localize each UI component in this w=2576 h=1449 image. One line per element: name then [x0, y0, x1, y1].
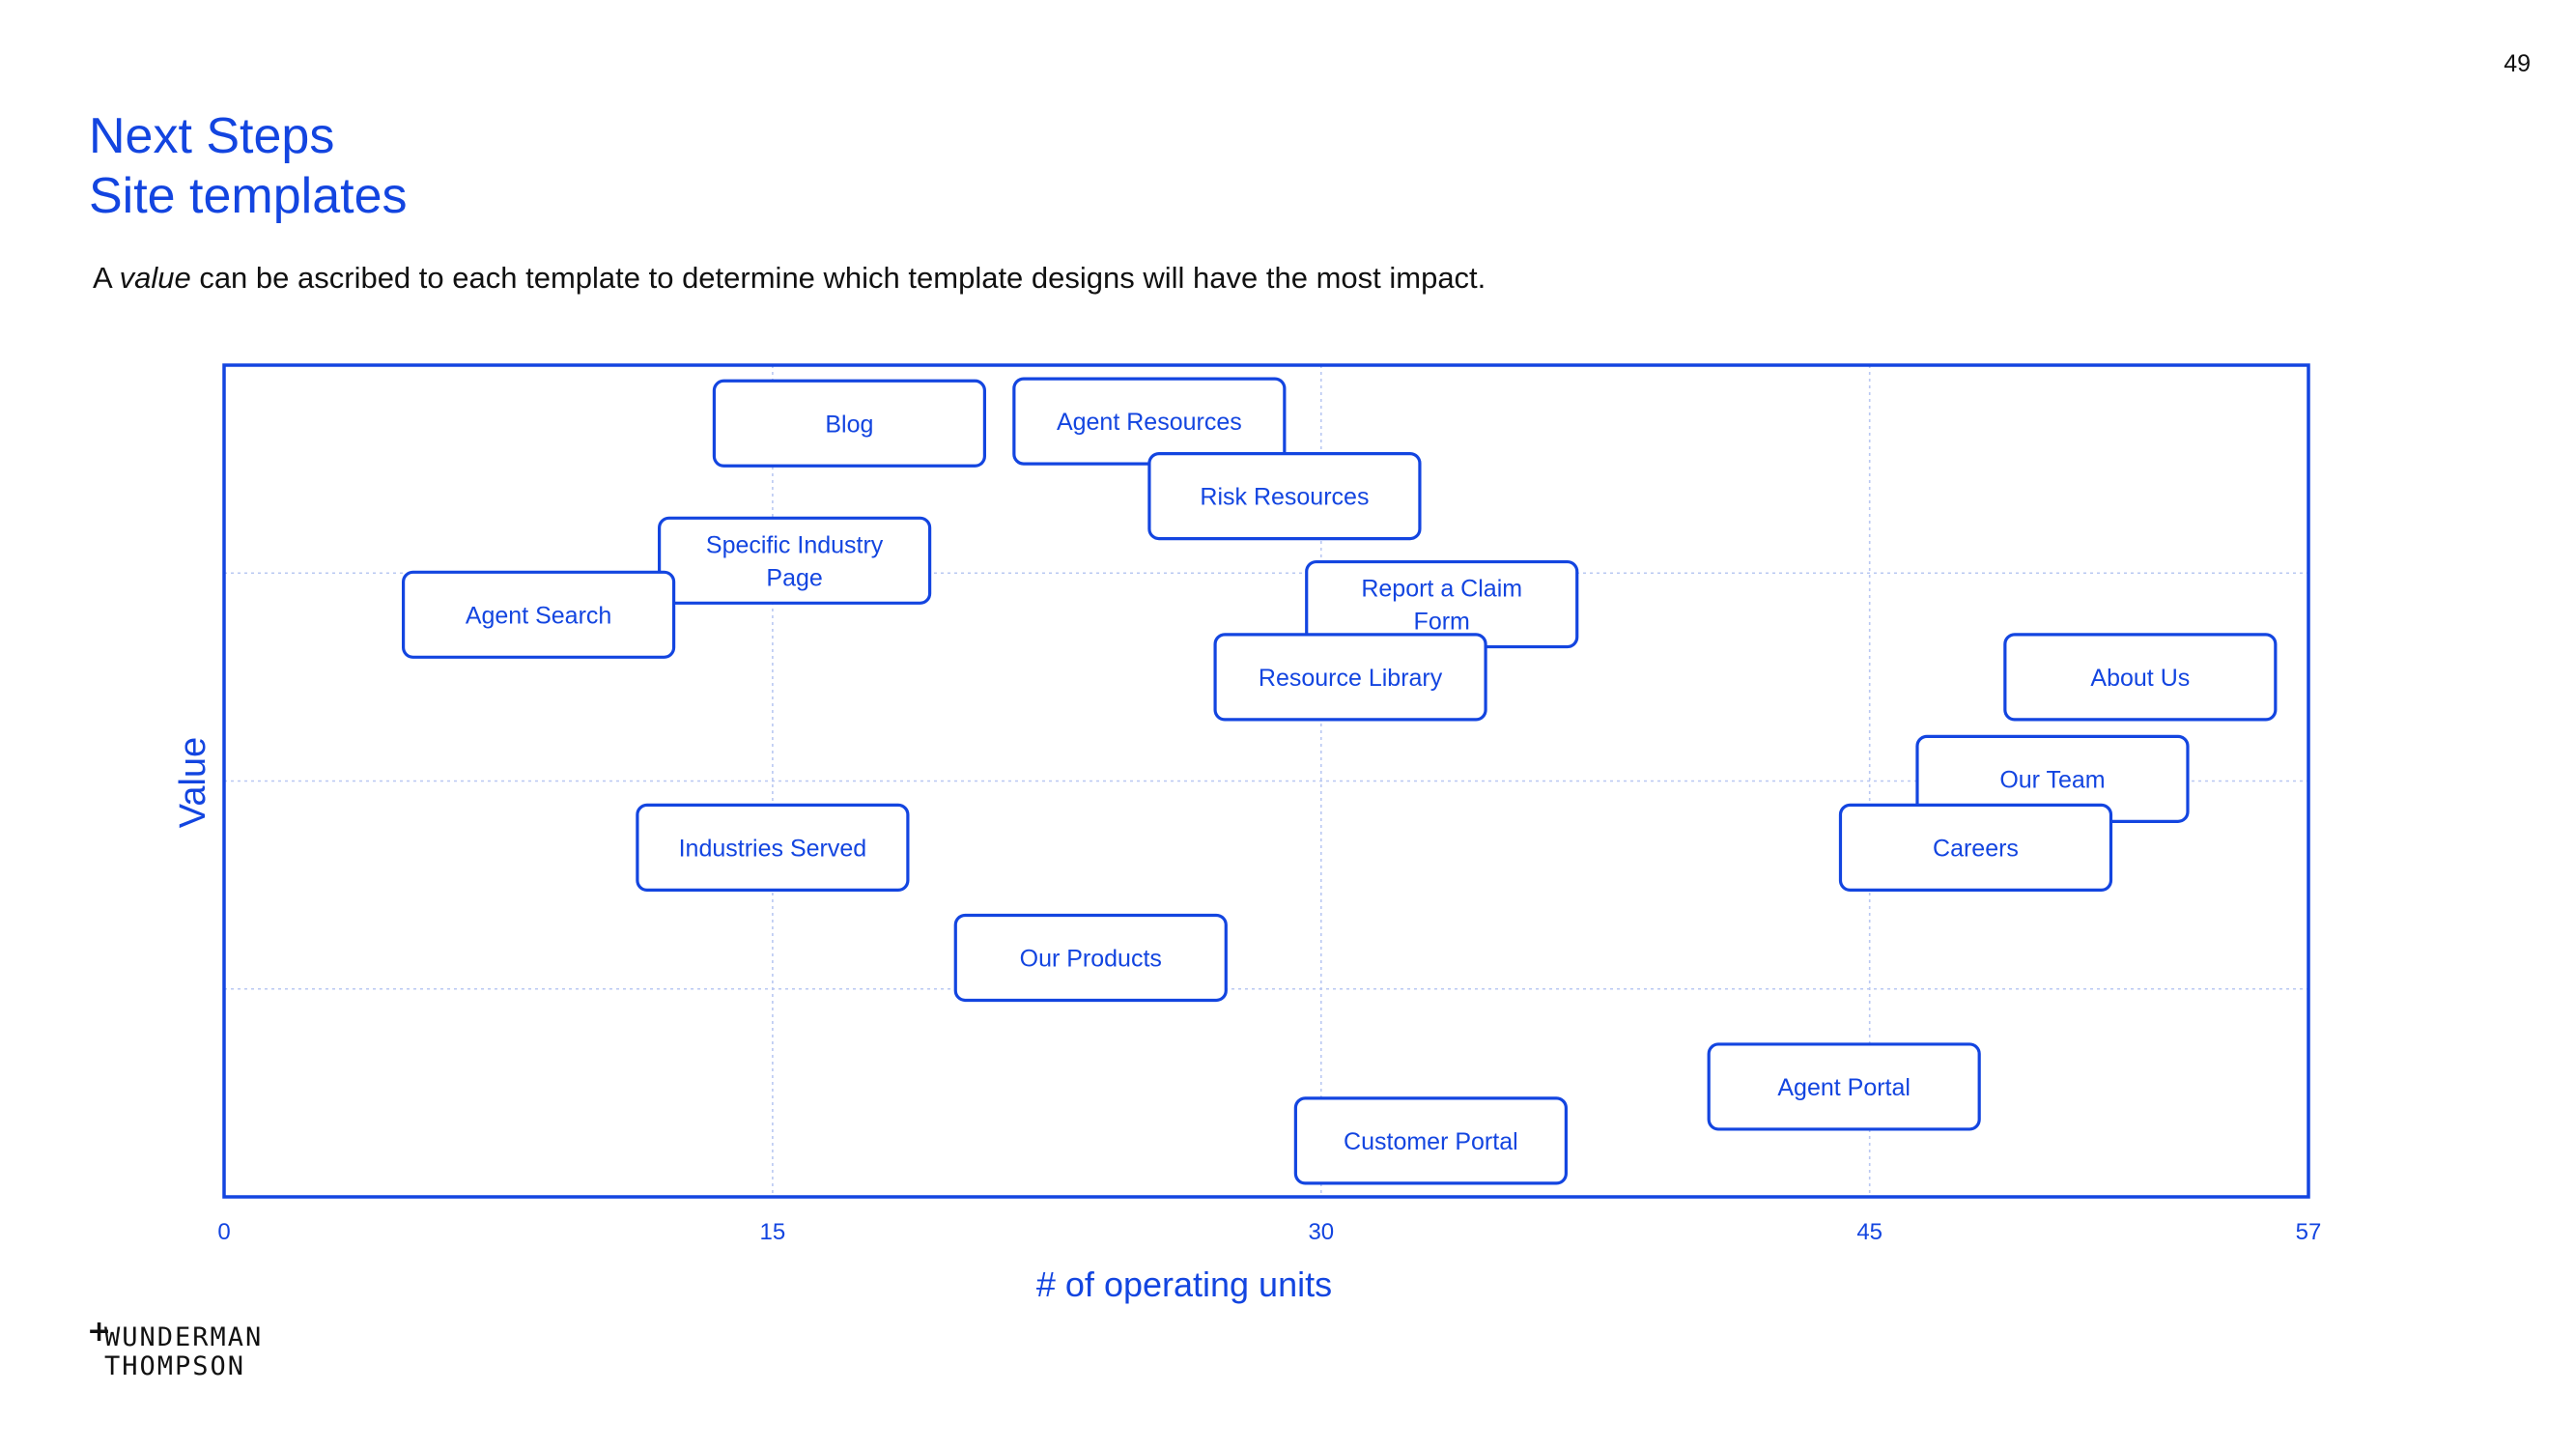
- title-line-1: Next Steps: [89, 108, 335, 164]
- y-axis-label: Value: [173, 737, 213, 828]
- x-tick-label: 30: [1308, 1219, 1334, 1245]
- ticks-layer: 0 15 30 45 57: [217, 1219, 2321, 1245]
- page-title: Next Steps Site templates: [89, 106, 408, 226]
- point-label: Industries Served: [679, 835, 867, 862]
- point-label: Resource Library: [1259, 665, 1443, 692]
- intro-text: A value can be ascribed to each template…: [93, 261, 1486, 296]
- x-tick-label: 15: [760, 1219, 786, 1245]
- logo-line-2: THOMPSON: [104, 1351, 246, 1381]
- template-point: Customer Portal: [1293, 1096, 1568, 1185]
- template-point: Report a Claim Form: [1305, 559, 1579, 649]
- point-box: [953, 913, 1228, 1003]
- x-tick-label: 57: [2296, 1219, 2322, 1245]
- template-point: Specific Industry Page: [658, 516, 932, 605]
- template-point: Careers: [1838, 803, 2113, 892]
- point-label: Agent Portal: [1777, 1074, 1911, 1101]
- point-box: [658, 516, 932, 605]
- template-point: Risk Resources: [1147, 452, 1422, 541]
- point-label: Careers: [1933, 835, 2019, 862]
- template-point: Our Products: [953, 913, 1228, 1003]
- point-box: [1213, 633, 1487, 722]
- template-point: Industries Served: [636, 803, 910, 892]
- title-line-2: Site templates: [89, 168, 408, 224]
- x-tick-label: 45: [1856, 1219, 1882, 1245]
- template-point: Agent Resources: [1012, 377, 1287, 466]
- point-label: Risk Resources: [1200, 484, 1369, 511]
- logo-plus-mark: +: [87, 1315, 114, 1349]
- point-label: Specific Industry Page: [706, 531, 884, 591]
- point-label: About Us: [2090, 665, 2190, 692]
- point-box: [1838, 803, 2113, 892]
- x-axis-label: # of operating units: [1036, 1264, 1332, 1304]
- point-box: [1293, 1096, 1568, 1185]
- x-tick-label: 0: [217, 1219, 230, 1245]
- intro-before: A: [93, 261, 120, 295]
- point-label: Agent Search: [466, 602, 612, 629]
- point-box: [636, 803, 910, 892]
- point-box: [1147, 452, 1422, 541]
- template-point: Agent Search: [401, 570, 676, 659]
- point-label: Agent Resources: [1057, 409, 1242, 436]
- point-box: [2003, 633, 2278, 722]
- point-label: Blog: [825, 411, 873, 438]
- template-point: Resource Library: [1213, 633, 1487, 722]
- point-label: Customer Portal: [1344, 1128, 1518, 1155]
- template-point: Blog: [712, 379, 987, 468]
- point-label: Our Products: [1020, 945, 1162, 972]
- point-label: Our Team: [1999, 766, 2105, 793]
- wunderman-thompson-logo: + WUNDERMAN THOMPSON: [87, 1318, 264, 1381]
- logo-line-1: WUNDERMAN: [104, 1322, 264, 1352]
- marks-layer: Blog Agent Resources Risk Resources Specifi…: [401, 377, 2278, 1185]
- point-box: [712, 379, 987, 468]
- point-box: [1707, 1042, 1981, 1131]
- template-point: About Us: [2003, 633, 2278, 722]
- intro-after: can be ascribed to each template to dete…: [190, 261, 1486, 295]
- point-box: [401, 570, 676, 659]
- intro-emphasis: value: [119, 261, 191, 295]
- template-point: Agent Portal: [1707, 1042, 1981, 1131]
- point-label: Report a Claim Form: [1361, 576, 1522, 636]
- plot-frame: [222, 363, 2310, 1199]
- page-number: 49: [2504, 50, 2531, 77]
